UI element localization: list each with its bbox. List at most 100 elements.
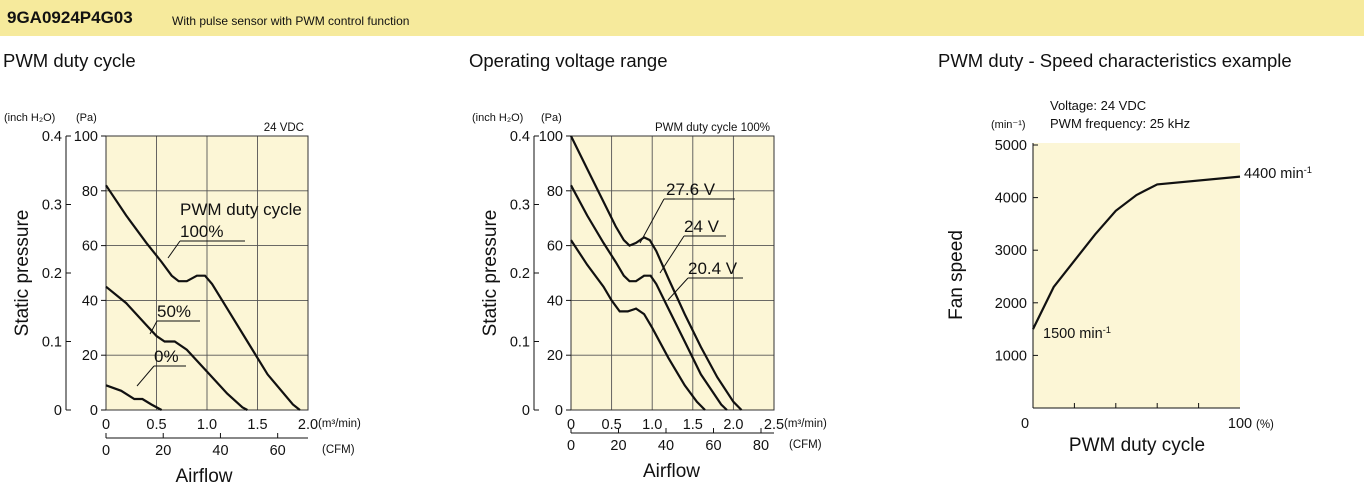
x-tick-label: 0.5 bbox=[602, 417, 622, 433]
condition-frequency: PWM frequency: 25 kHz bbox=[1050, 116, 1190, 131]
x-axis-title: Airflow bbox=[175, 466, 232, 487]
x-tick-label: 2.0 bbox=[723, 417, 743, 433]
y-tick-label: 80 bbox=[547, 184, 563, 200]
x2-tick-label: 20 bbox=[155, 443, 171, 459]
series-line-1 bbox=[105, 285, 248, 411]
y2-unit-label: (inch H₂O) bbox=[4, 112, 55, 124]
series-line-0 bbox=[570, 135, 743, 411]
header-bar: 9GA0924P4G03 With pulse sensor with PWM … bbox=[0, 0, 1364, 36]
x2-tick-label: 80 bbox=[753, 438, 769, 454]
x-unit-label: (m³/min) bbox=[784, 418, 827, 430]
y-unit-label: (min⁻¹) bbox=[991, 119, 1026, 131]
series-line-0 bbox=[105, 184, 301, 411]
label-leader bbox=[136, 365, 155, 387]
y-axis-title: Static pressure bbox=[12, 210, 33, 337]
x-unit-label: (m³/min) bbox=[318, 418, 361, 430]
y-axis-title: Fan speed bbox=[946, 230, 967, 320]
model-number: 9GA0924P4G03 bbox=[7, 8, 133, 27]
x2-tick-label: 0 bbox=[102, 443, 110, 459]
x-tick-label: 2.5 bbox=[764, 417, 784, 433]
y2-tick-label: 0.1 bbox=[510, 335, 530, 351]
y-tick-label: 80 bbox=[82, 184, 98, 200]
x-tick-label: 100 bbox=[1228, 416, 1252, 432]
y-tick-label: 0 bbox=[555, 403, 563, 419]
y-unit-label: (Pa) bbox=[76, 112, 97, 124]
x2-unit-label: (CFM) bbox=[789, 439, 822, 451]
x-tick-label: 1.0 bbox=[642, 417, 662, 433]
series-line-2 bbox=[570, 239, 706, 411]
y-tick-label: 2000 bbox=[995, 296, 1027, 312]
series-label-20v: 20.4 V bbox=[688, 259, 738, 278]
series-label-0: 0% bbox=[154, 347, 179, 366]
x-axis-title: PWM duty cycle bbox=[1069, 435, 1205, 456]
y2-tick-label: 0.4 bbox=[42, 129, 62, 145]
label-leader bbox=[659, 235, 685, 274]
y2-tick-label: 0 bbox=[522, 403, 530, 419]
x-unit-label: (%) bbox=[1256, 419, 1274, 431]
annotation-max-speed: 4400 min-1 bbox=[1244, 164, 1312, 183]
y-tick-label: 20 bbox=[82, 348, 98, 364]
y2-tick-label: 0.2 bbox=[510, 266, 530, 282]
y-tick-label: 100 bbox=[74, 129, 98, 145]
plot-frame bbox=[570, 135, 775, 411]
plot-frame bbox=[105, 135, 309, 411]
x2-tick-label: 60 bbox=[705, 438, 721, 454]
annotation-min-speed: 1500 min-1 bbox=[1043, 324, 1111, 343]
y-axis-title: Static pressure bbox=[480, 210, 501, 337]
y-tick-label: 100 bbox=[539, 129, 563, 145]
x-tick-label: 0.5 bbox=[146, 417, 166, 433]
label-leader bbox=[149, 320, 158, 335]
model-description: With pulse sensor with PWM control funct… bbox=[172, 14, 410, 28]
x-tick-label: 1.5 bbox=[683, 417, 703, 433]
y2-unit-label: (inch H₂O) bbox=[472, 112, 523, 124]
x-tick-label: 0 bbox=[102, 417, 110, 433]
series-label-100: 100% bbox=[180, 222, 223, 241]
series-label-50: 50% bbox=[157, 302, 191, 321]
x-tick-label: 1.5 bbox=[247, 417, 267, 433]
y-tick-label: 0 bbox=[90, 403, 98, 419]
y-tick-label: 40 bbox=[547, 293, 563, 309]
y-tick-label: 5000 bbox=[995, 138, 1027, 154]
y-tick-label: 60 bbox=[82, 239, 98, 255]
plot-area bbox=[1033, 143, 1240, 408]
x2-unit-label: (CFM) bbox=[322, 444, 355, 456]
y2-tick-label: 0.4 bbox=[510, 129, 530, 145]
y-tick-label: 4000 bbox=[995, 191, 1027, 207]
y2-tick-label: 0.1 bbox=[42, 335, 62, 351]
x-tick-label: 0 bbox=[1021, 416, 1029, 432]
legend-title: PWM duty cycle bbox=[180, 200, 302, 219]
y-tick-label: 3000 bbox=[995, 243, 1027, 259]
y-tick-label: 1000 bbox=[995, 348, 1027, 364]
x2-tick-label: 20 bbox=[610, 438, 626, 454]
series-line-2 bbox=[105, 384, 163, 411]
series-line-1 bbox=[570, 184, 728, 411]
label-leader bbox=[639, 198, 665, 244]
chart1-title: PWM duty cycle bbox=[3, 50, 136, 71]
x-tick-label: 2.0 bbox=[298, 417, 318, 433]
series-label-24v: 24 V bbox=[684, 217, 720, 236]
label-leader bbox=[667, 277, 689, 301]
x-tick-label: 0 bbox=[567, 417, 575, 433]
y2-tick-label: 0.3 bbox=[510, 198, 530, 214]
y2-tick-label: 0.2 bbox=[42, 266, 62, 282]
x2-tick-label: 40 bbox=[212, 443, 228, 459]
y2-tick-label: 0 bbox=[54, 403, 62, 419]
y2-tick-label: 0.3 bbox=[42, 198, 62, 214]
label-leader bbox=[167, 240, 181, 259]
chart3-title: PWM duty - Speed characteristics example bbox=[938, 50, 1292, 71]
x2-tick-label: 60 bbox=[270, 443, 286, 459]
x-tick-label: 1.0 bbox=[197, 417, 217, 433]
series-label-27v: 27.6 V bbox=[666, 180, 716, 199]
series-line-speed bbox=[1032, 175, 1241, 330]
condition-label: PWM duty cycle 100% bbox=[655, 122, 770, 134]
condition-voltage: Voltage: 24 VDC bbox=[1050, 98, 1146, 113]
chart2-title: Operating voltage range bbox=[469, 50, 668, 71]
y-tick-label: 20 bbox=[547, 348, 563, 364]
y-unit-label: (Pa) bbox=[541, 112, 562, 124]
y-tick-label: 40 bbox=[82, 293, 98, 309]
y-tick-label: 60 bbox=[547, 239, 563, 255]
x2-tick-label: 40 bbox=[658, 438, 674, 454]
